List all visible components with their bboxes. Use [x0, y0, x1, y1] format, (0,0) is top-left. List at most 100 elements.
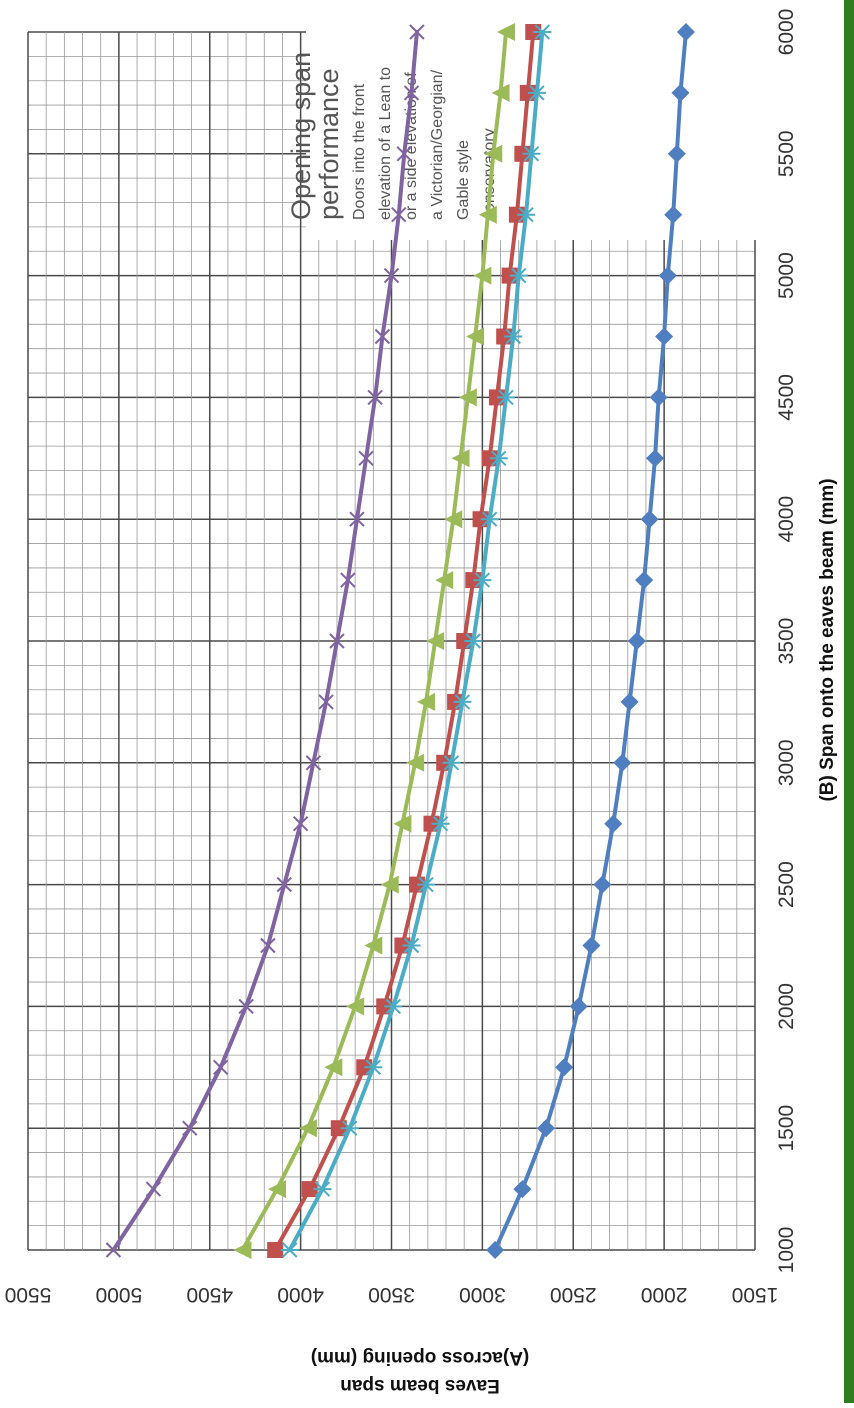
x-axis-title: (B) Span onto the eaves beam (mm)	[817, 478, 838, 801]
y-tick-label: 3000	[459, 1283, 506, 1306]
y-axis-title: Eaves beam span (A)across opening (mm)	[311, 1347, 530, 1396]
x-marker	[358, 450, 374, 467]
series-group	[486, 23, 695, 1259]
x-marker	[260, 937, 276, 954]
x-tick-label: 6000	[775, 9, 798, 56]
series-group	[233, 23, 516, 1259]
annotation-body-line: a Victorian/Georgian/	[429, 69, 446, 220]
y-tick-label: 5000	[96, 1283, 143, 1306]
x-tick-label: 1000	[775, 1227, 798, 1274]
x-marker	[305, 755, 322, 771]
star-marker	[497, 389, 516, 406]
x-marker	[403, 85, 420, 101]
star-marker	[509, 267, 528, 284]
star-marker	[453, 694, 472, 710]
triangle-marker	[484, 144, 503, 163]
diamond-marker	[569, 997, 588, 1016]
star-marker	[527, 85, 546, 101]
x-marker	[409, 24, 425, 40]
square-marker	[301, 1181, 318, 1198]
annotation-body-line: Doors into the front	[351, 83, 368, 220]
x-marker	[329, 633, 345, 649]
triangle-marker	[267, 1180, 286, 1199]
star-marker	[364, 1059, 383, 1076]
diamond-marker	[604, 814, 623, 833]
diamond-marker	[555, 1058, 574, 1077]
diamond-marker	[658, 266, 677, 285]
triangle-marker	[233, 1241, 252, 1259]
series-group	[105, 24, 425, 1258]
star-marker	[384, 998, 403, 1015]
star-marker	[280, 1242, 299, 1258]
triangle-marker	[380, 875, 399, 894]
right-border	[844, 0, 854, 1403]
y-tick-label: 3500	[368, 1283, 415, 1306]
x-marker	[292, 815, 309, 832]
y-tick-label: 4000	[277, 1283, 324, 1306]
triangle-marker	[458, 388, 477, 407]
x-marker	[145, 1181, 162, 1197]
x-marker	[276, 876, 292, 893]
star-marker	[313, 1181, 332, 1197]
diamond-marker	[640, 510, 659, 529]
diamond-marker	[536, 1119, 555, 1138]
y-tick-label: 2000	[641, 1283, 688, 1306]
star-marker	[473, 572, 492, 588]
diamond-marker	[635, 571, 654, 590]
x-tick-label: 2500	[775, 861, 798, 908]
diamond-marker	[620, 692, 639, 711]
y-tick-label: 4500	[186, 1283, 233, 1306]
triangle-marker	[444, 510, 463, 529]
annotation-box	[306, 0, 806, 240]
star-marker	[442, 755, 461, 771]
series-group	[280, 24, 552, 1258]
triangle-marker	[393, 814, 412, 833]
star-marker	[522, 146, 541, 162]
star-marker	[402, 937, 421, 954]
star-marker	[464, 633, 483, 649]
star-marker	[489, 450, 508, 467]
x-marker	[340, 572, 356, 588]
x-marker	[374, 328, 391, 345]
star-marker	[516, 206, 535, 223]
x-tick-label: 3500	[775, 618, 798, 665]
star-marker	[417, 876, 436, 893]
x-tick-label: 3000	[775, 739, 798, 786]
x-tick-label: 1500	[775, 1105, 798, 1152]
diamond-marker	[655, 327, 674, 346]
series-layer	[105, 23, 695, 1259]
diamond-marker	[649, 388, 668, 407]
square-marker	[267, 1242, 284, 1258]
x-marker	[238, 998, 254, 1015]
y-tick-label: 1500	[732, 1283, 779, 1306]
x-marker	[105, 1242, 122, 1258]
x-marker	[318, 694, 334, 710]
annotation-title-line: Opening span	[286, 52, 316, 220]
diamond-marker	[613, 753, 632, 772]
x-tick-label: 4500	[775, 374, 798, 421]
x-marker	[391, 206, 407, 223]
y-tick-labels: 1500 2000 2500 3000 3500 4000 4500 5000 5500	[5, 1283, 779, 1306]
triangle-marker	[497, 23, 516, 41]
star-marker	[431, 815, 450, 832]
triangle-marker	[364, 936, 383, 955]
annotation-title-line: performance	[314, 68, 344, 220]
triangle-marker	[451, 449, 470, 468]
diamond-marker	[671, 83, 690, 102]
triangle-marker	[426, 632, 445, 650]
diamond-marker	[513, 1180, 532, 1199]
x-tick-label: 5000	[775, 252, 798, 299]
x-marker	[349, 511, 365, 527]
triangle-marker	[435, 571, 454, 590]
diamond-marker	[486, 1241, 505, 1259]
triangle-marker	[417, 692, 436, 711]
diamond-marker	[676, 23, 695, 41]
triangle-marker	[298, 1119, 317, 1138]
triangle-marker	[324, 1058, 343, 1077]
y-tick-label: 2500	[550, 1283, 597, 1306]
triangle-marker	[346, 997, 365, 1016]
triangle-marker	[473, 266, 492, 285]
x-tick-label: 2000	[775, 983, 798, 1030]
